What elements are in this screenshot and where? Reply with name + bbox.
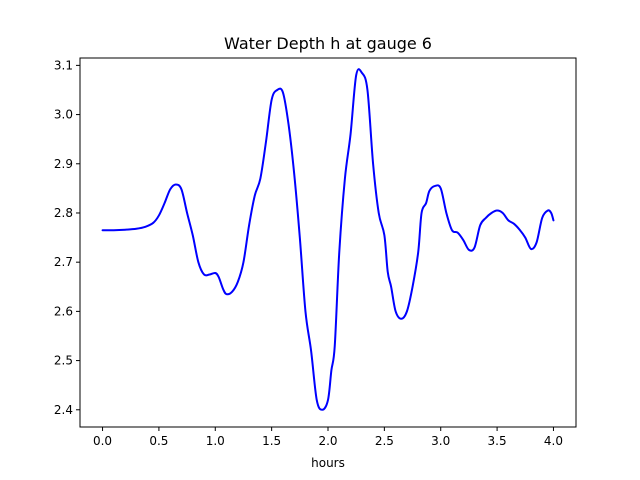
plot-background bbox=[80, 58, 576, 427]
y-tick-label: 2.8 bbox=[54, 206, 73, 220]
x-tick-label: 0.5 bbox=[149, 434, 168, 448]
plot-area bbox=[80, 58, 576, 427]
series-line bbox=[101, 68, 555, 411]
x-tick-label: 0.0 bbox=[93, 434, 112, 448]
y-axis: 2.4 2.5 2.6 2.7 2.8 2.9 3.0 3.1 bbox=[54, 58, 80, 417]
x-tick-label: 1.5 bbox=[262, 434, 281, 448]
y-tick-label: 2.9 bbox=[54, 157, 73, 171]
axes-frame bbox=[79, 57, 577, 428]
x-axis-label: hours bbox=[311, 456, 345, 470]
x-axis: 0.0 0.5 1.0 1.5 2.0 2.5 3.0 3.5 4.0 bbox=[93, 427, 563, 448]
y-tick-label: 2.7 bbox=[54, 255, 73, 269]
y-tick-label: 2.6 bbox=[54, 304, 73, 318]
x-tick-label: 4.0 bbox=[544, 434, 563, 448]
y-tick-label: 2.5 bbox=[54, 354, 73, 368]
x-tick-label: 2.5 bbox=[375, 434, 394, 448]
chart-title: Water Depth h at gauge 6 bbox=[224, 34, 432, 53]
x-tick-label: 3.5 bbox=[488, 434, 507, 448]
y-tick-label: 3.0 bbox=[54, 108, 73, 122]
x-tick-label: 3.0 bbox=[431, 434, 450, 448]
y-tick-label: 2.4 bbox=[54, 403, 73, 417]
x-tick-label: 1.0 bbox=[206, 434, 225, 448]
y-tick-label: 3.1 bbox=[54, 58, 73, 72]
x-tick-label: 2.0 bbox=[318, 434, 337, 448]
